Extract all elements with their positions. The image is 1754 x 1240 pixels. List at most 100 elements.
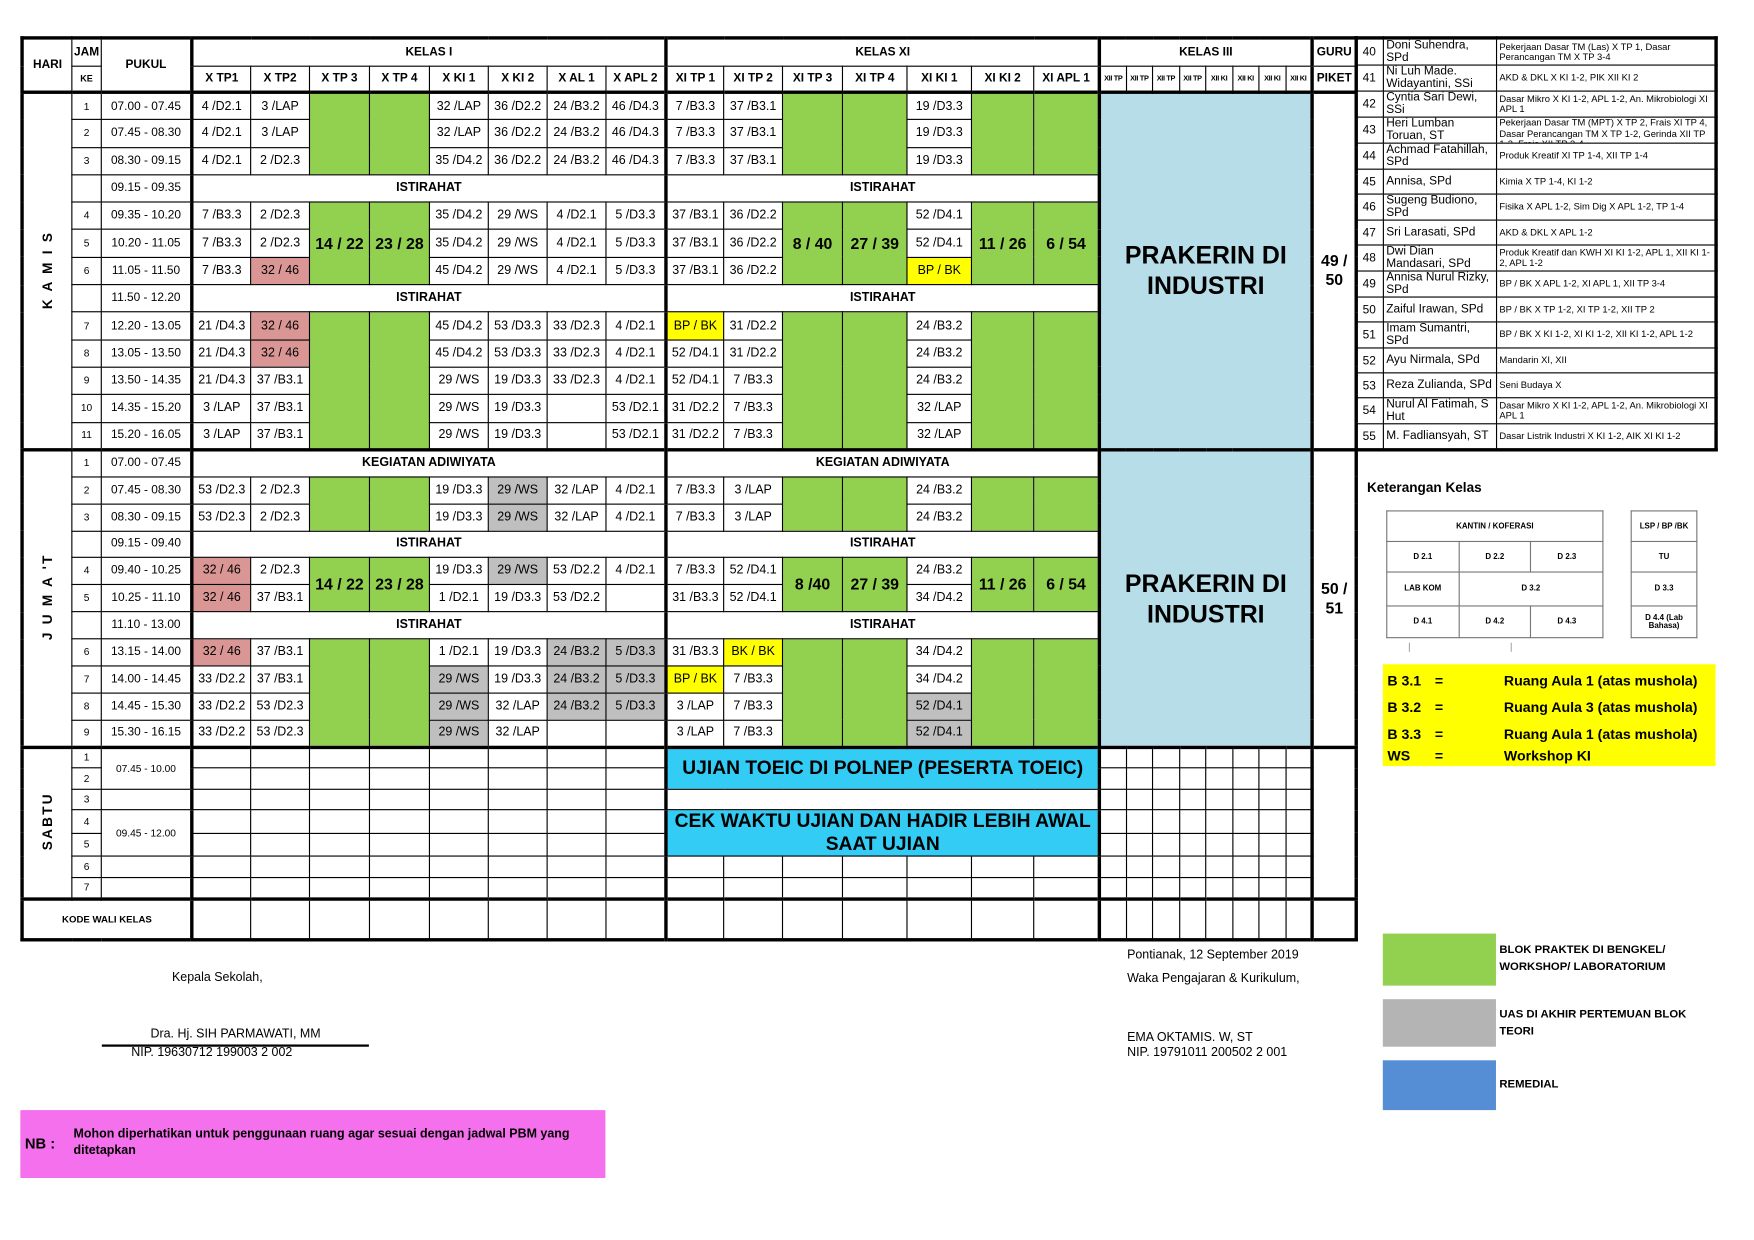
break-cell: ISTIRAHAT <box>664 611 1101 640</box>
schedule-cell: 33 /D2.3 <box>546 339 607 368</box>
schedule-cell: 32 /LAP <box>428 119 489 148</box>
schedule-cell <box>1231 788 1260 811</box>
schedule-cell: 24 /B3.2 <box>546 146 607 176</box>
day-label: SABTU <box>21 745 73 900</box>
header-hari: HARI <box>21 37 73 93</box>
teacher-list: 40 Doni Suhendra, SPd Pekerjaan Dasar TM (… <box>1354 36 1718 452</box>
teacher-name-cell: Ayu Nirmala, SPd <box>1382 347 1498 374</box>
schedule-cell: 45 /D4.2 <box>428 256 489 286</box>
jam-ke <box>71 530 102 559</box>
teacher-subjects-cell: Kimia X TP 1-4, KI 1-2 <box>1495 168 1717 195</box>
schedule-cell: 37 /B3.1 <box>250 421 311 451</box>
schedule-cell: 7 /B3.3 <box>190 229 252 258</box>
schedule-cell <box>605 855 667 879</box>
schedule-cell <box>605 584 667 613</box>
schedule-cell <box>781 877 844 900</box>
room-kantin: KANTIN / KOFERASI <box>1386 510 1604 543</box>
schedule-row: 11 15.20 - 16.05 3 /LAP 37 /B3.1 29 /WS 19 /D… <box>22 421 1356 451</box>
schedule-cell <box>546 421 607 451</box>
exam-cell: 52 /D4.1 <box>906 692 973 721</box>
schedule-cell <box>1258 832 1287 858</box>
schedule-cell: 53 /D2.1 <box>605 421 667 451</box>
schedule-cell: 7 /B3.3 <box>723 421 784 451</box>
schedule-cell <box>1178 745 1207 769</box>
practice-block <box>1033 311 1101 451</box>
schedule-cell: 24 /B3.2 <box>906 476 973 505</box>
time-slot: 09.40 - 10.25 <box>100 557 193 586</box>
schedule-cell: 37 /B3.1 <box>250 665 311 694</box>
schedule-cell: 24 /B3.2 <box>546 119 607 148</box>
class-header: XI TP 2 <box>723 65 784 93</box>
schedule-cell <box>1205 745 1233 769</box>
schedule-cell <box>1125 745 1154 769</box>
room-code: B 3.1 <box>1387 673 1422 690</box>
teacher-name: Annisa Nurul Rizky, SPd <box>1386 271 1490 297</box>
time-slot: 15.30 - 16.15 <box>100 719 193 748</box>
class-header: X APL 2 <box>605 65 667 93</box>
teacher-number: 53 <box>1354 372 1384 399</box>
schedule-cell: 29 /WS <box>428 421 489 451</box>
schedule-cell: 37 /B3.1 <box>250 584 311 613</box>
schedule-cell: 7 /B3.3 <box>723 665 784 694</box>
schedule-row: 2 07.45 - 08.30 4 /D2.1 3 /LAP 32 /LAP 36 /D2… <box>22 119 1356 148</box>
schedule-cell: 19 /D3.3 <box>428 476 489 505</box>
kode-wali-cell <box>605 896 667 940</box>
schedule-cell: 32 / 46 <box>250 339 311 368</box>
class-header: X TP2 <box>250 65 311 93</box>
schedule-row: 3 08.30 - 09.15 53 /D2.3 2 /D2.3 19 /D3.3 29 … <box>22 503 1356 532</box>
teacher-row: 41 Ni Luh Made. Widayantini, SSi AKD & DKL… <box>1354 64 1717 92</box>
schedule-cell <box>250 745 311 769</box>
teacher-row: 47 Sri Larasati, SPd AKD & DKL X APL 1-2 <box>1354 219 1717 246</box>
schedule-cell <box>1285 855 1313 879</box>
schedule-cell: 53 /D2.3 <box>190 476 252 505</box>
class-header: X TP1 <box>190 65 252 93</box>
schedule-cell <box>1205 832 1233 858</box>
schedule-cell: 32 /LAP <box>546 503 607 532</box>
schedule-row: 3 08.30 - 09.15 4 /D2.1 2 /D2.3 35 /D4.2 36 /… <box>22 146 1356 176</box>
schedule-cell <box>723 877 784 900</box>
schedule-cell <box>781 855 844 879</box>
schedule-cell: 32 /LAP <box>428 90 489 121</box>
schedule-cell <box>1205 877 1233 900</box>
day-name: SABTU <box>39 792 55 851</box>
legend-swatch-green <box>1382 933 1496 986</box>
schedule-cell: 31 /D2.2 <box>723 339 784 368</box>
schedule-cell: 24 /B3.2 <box>906 366 973 396</box>
teacher-name-cell: Reza Zulianda, SPd <box>1382 372 1498 399</box>
guru-piket: 49 / 50 <box>1310 90 1357 451</box>
schedule-cell <box>1178 767 1207 790</box>
time-slot: 07.45 - 08.30 <box>100 476 193 505</box>
class-header: X KI 1 <box>428 65 489 93</box>
practice-block <box>308 476 371 532</box>
schedule-cell: 4 /D2.1 <box>546 256 607 286</box>
schedule-cell <box>428 788 489 811</box>
teacher-number: 42 <box>1354 90 1384 118</box>
schedule-cell: 33 /D2.2 <box>190 719 252 748</box>
schedule-cell: 37 /B3.1 <box>250 394 311 423</box>
waka-nip: NIP. 19791011 200502 2 001 <box>1127 1045 1288 1060</box>
schedule-cell: 45 /D4.2 <box>428 339 489 368</box>
teacher-row: 55 M. Fadliansyah, ST Dasar Listrik Indust… <box>1354 423 1717 451</box>
schedule-cell <box>1152 745 1180 769</box>
time-slot: 07.45 - 10.00 <box>100 745 193 790</box>
break-cell: KEGIATAN ADIWIYATA <box>190 447 667 478</box>
kode-wali-cell <box>250 896 311 940</box>
class-header: XII TP <box>1152 65 1180 93</box>
class-header: XII TP <box>1125 65 1154 93</box>
jam-ke: 3 <box>71 503 102 532</box>
schedule-cell <box>368 855 431 879</box>
prakerin-block: PRAKERIN DI INDUSTRI <box>1097 90 1313 451</box>
map-tick <box>1408 642 1410 652</box>
schedule-cell <box>428 767 489 790</box>
teacher-name-cell: Heri Lumban Toruan, ST <box>1382 116 1498 144</box>
schedule-cell <box>428 745 489 769</box>
schedule-cell <box>487 745 548 769</box>
schedule-cell: 33 /D2.3 <box>546 311 607 341</box>
time-slot: 07.45 - 08.30 <box>100 119 193 148</box>
principal-role: Kepala Sekolah, <box>172 970 263 985</box>
equals: = <box>1434 673 1444 690</box>
legend-swatch-gray <box>1382 999 1496 1047</box>
schedule-cell: 34 /D4.2 <box>906 584 973 613</box>
schedule-cell <box>1231 767 1260 790</box>
teacher-row: 49 Annisa Nurul Rizky, SPd BP / BK X APL 1… <box>1354 270 1717 298</box>
